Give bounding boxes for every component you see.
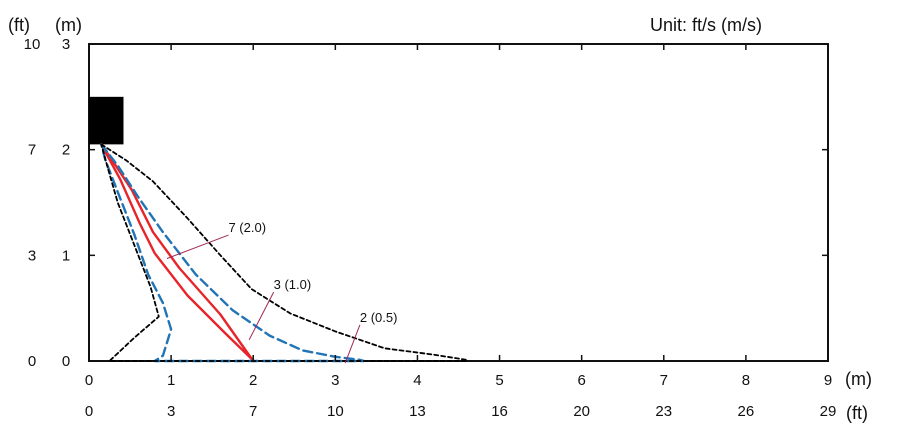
x-tick-label-ft-7: 23 bbox=[655, 403, 672, 420]
contour-line-1 bbox=[100, 143, 366, 363]
x-axis-unit-ft: (ft) bbox=[846, 403, 868, 423]
y-tick-label-m-1: 1 bbox=[62, 247, 70, 264]
x-tick-label-ft-2: 7 bbox=[249, 403, 257, 420]
contour-label-2: 2 (0.5) bbox=[360, 310, 398, 325]
x-axis-unit-m: (m) bbox=[845, 369, 872, 389]
x-tick-label-ft-4: 13 bbox=[409, 403, 426, 420]
contour-leader-1 bbox=[248, 291, 275, 341]
x-tick-label-m-3: 3 bbox=[331, 372, 339, 389]
y-tick-label-ft-3: 10 bbox=[24, 36, 41, 53]
contour-label-1: 3 (1.0) bbox=[274, 277, 312, 292]
x-tick-label-ft-0: 0 bbox=[85, 403, 93, 420]
y-tick-label-m-3: 3 bbox=[62, 36, 70, 53]
contour-label-0: 7 (2.0) bbox=[228, 220, 266, 235]
x-tick-label-ft-8: 26 bbox=[738, 403, 755, 420]
x-tick-label-m-2: 2 bbox=[249, 372, 257, 389]
contour-leader-0 bbox=[166, 234, 229, 259]
x-tick-label-ft-9: 29 bbox=[820, 403, 837, 420]
y-tick-label-ft-2: 7 bbox=[28, 142, 36, 159]
x-tick-label-ft-5: 16 bbox=[491, 403, 508, 420]
x-tick-label-m-8: 8 bbox=[742, 372, 750, 389]
plot-frame bbox=[88, 43, 829, 362]
contour-leader-2 bbox=[344, 324, 361, 364]
contour-labels: 7 (2.0) 3 (1.0) 2 (0.5) bbox=[166, 220, 398, 364]
x-tick-label-m-5: 5 bbox=[495, 372, 503, 389]
y-tick-label-m-0: 0 bbox=[62, 353, 70, 370]
x-tick-label-m-6: 6 bbox=[577, 372, 585, 389]
unit-note: Unit: ft/s (m/s) bbox=[650, 15, 762, 35]
outlet-block bbox=[89, 96, 124, 145]
y-axis-unit-ft: (ft) bbox=[8, 15, 30, 35]
x-tick-label-m-4: 4 bbox=[413, 372, 421, 389]
y-axis-unit-m: (m) bbox=[55, 15, 82, 35]
contour-series bbox=[100, 143, 468, 363]
x-tick-label-m-0: 0 bbox=[85, 372, 93, 389]
y-tick-label-m-2: 2 bbox=[62, 142, 70, 159]
x-tick-label-m-9: 9 bbox=[824, 372, 832, 389]
y-tick-label-ft-0: 0 bbox=[28, 353, 36, 370]
contour-line-0 bbox=[100, 143, 255, 363]
x-tick-label-m-1: 1 bbox=[167, 372, 175, 389]
y-tick-label-ft-1: 3 bbox=[28, 247, 36, 264]
plot-area bbox=[88, 43, 829, 362]
x-tick-label-m-7: 7 bbox=[660, 372, 668, 389]
x-tick-label-ft-3: 10 bbox=[327, 403, 344, 420]
contour-line-2 bbox=[100, 143, 468, 362]
x-tick-label-ft-6: 20 bbox=[573, 403, 590, 420]
x-tick-label-ft-1: 3 bbox=[167, 403, 175, 420]
